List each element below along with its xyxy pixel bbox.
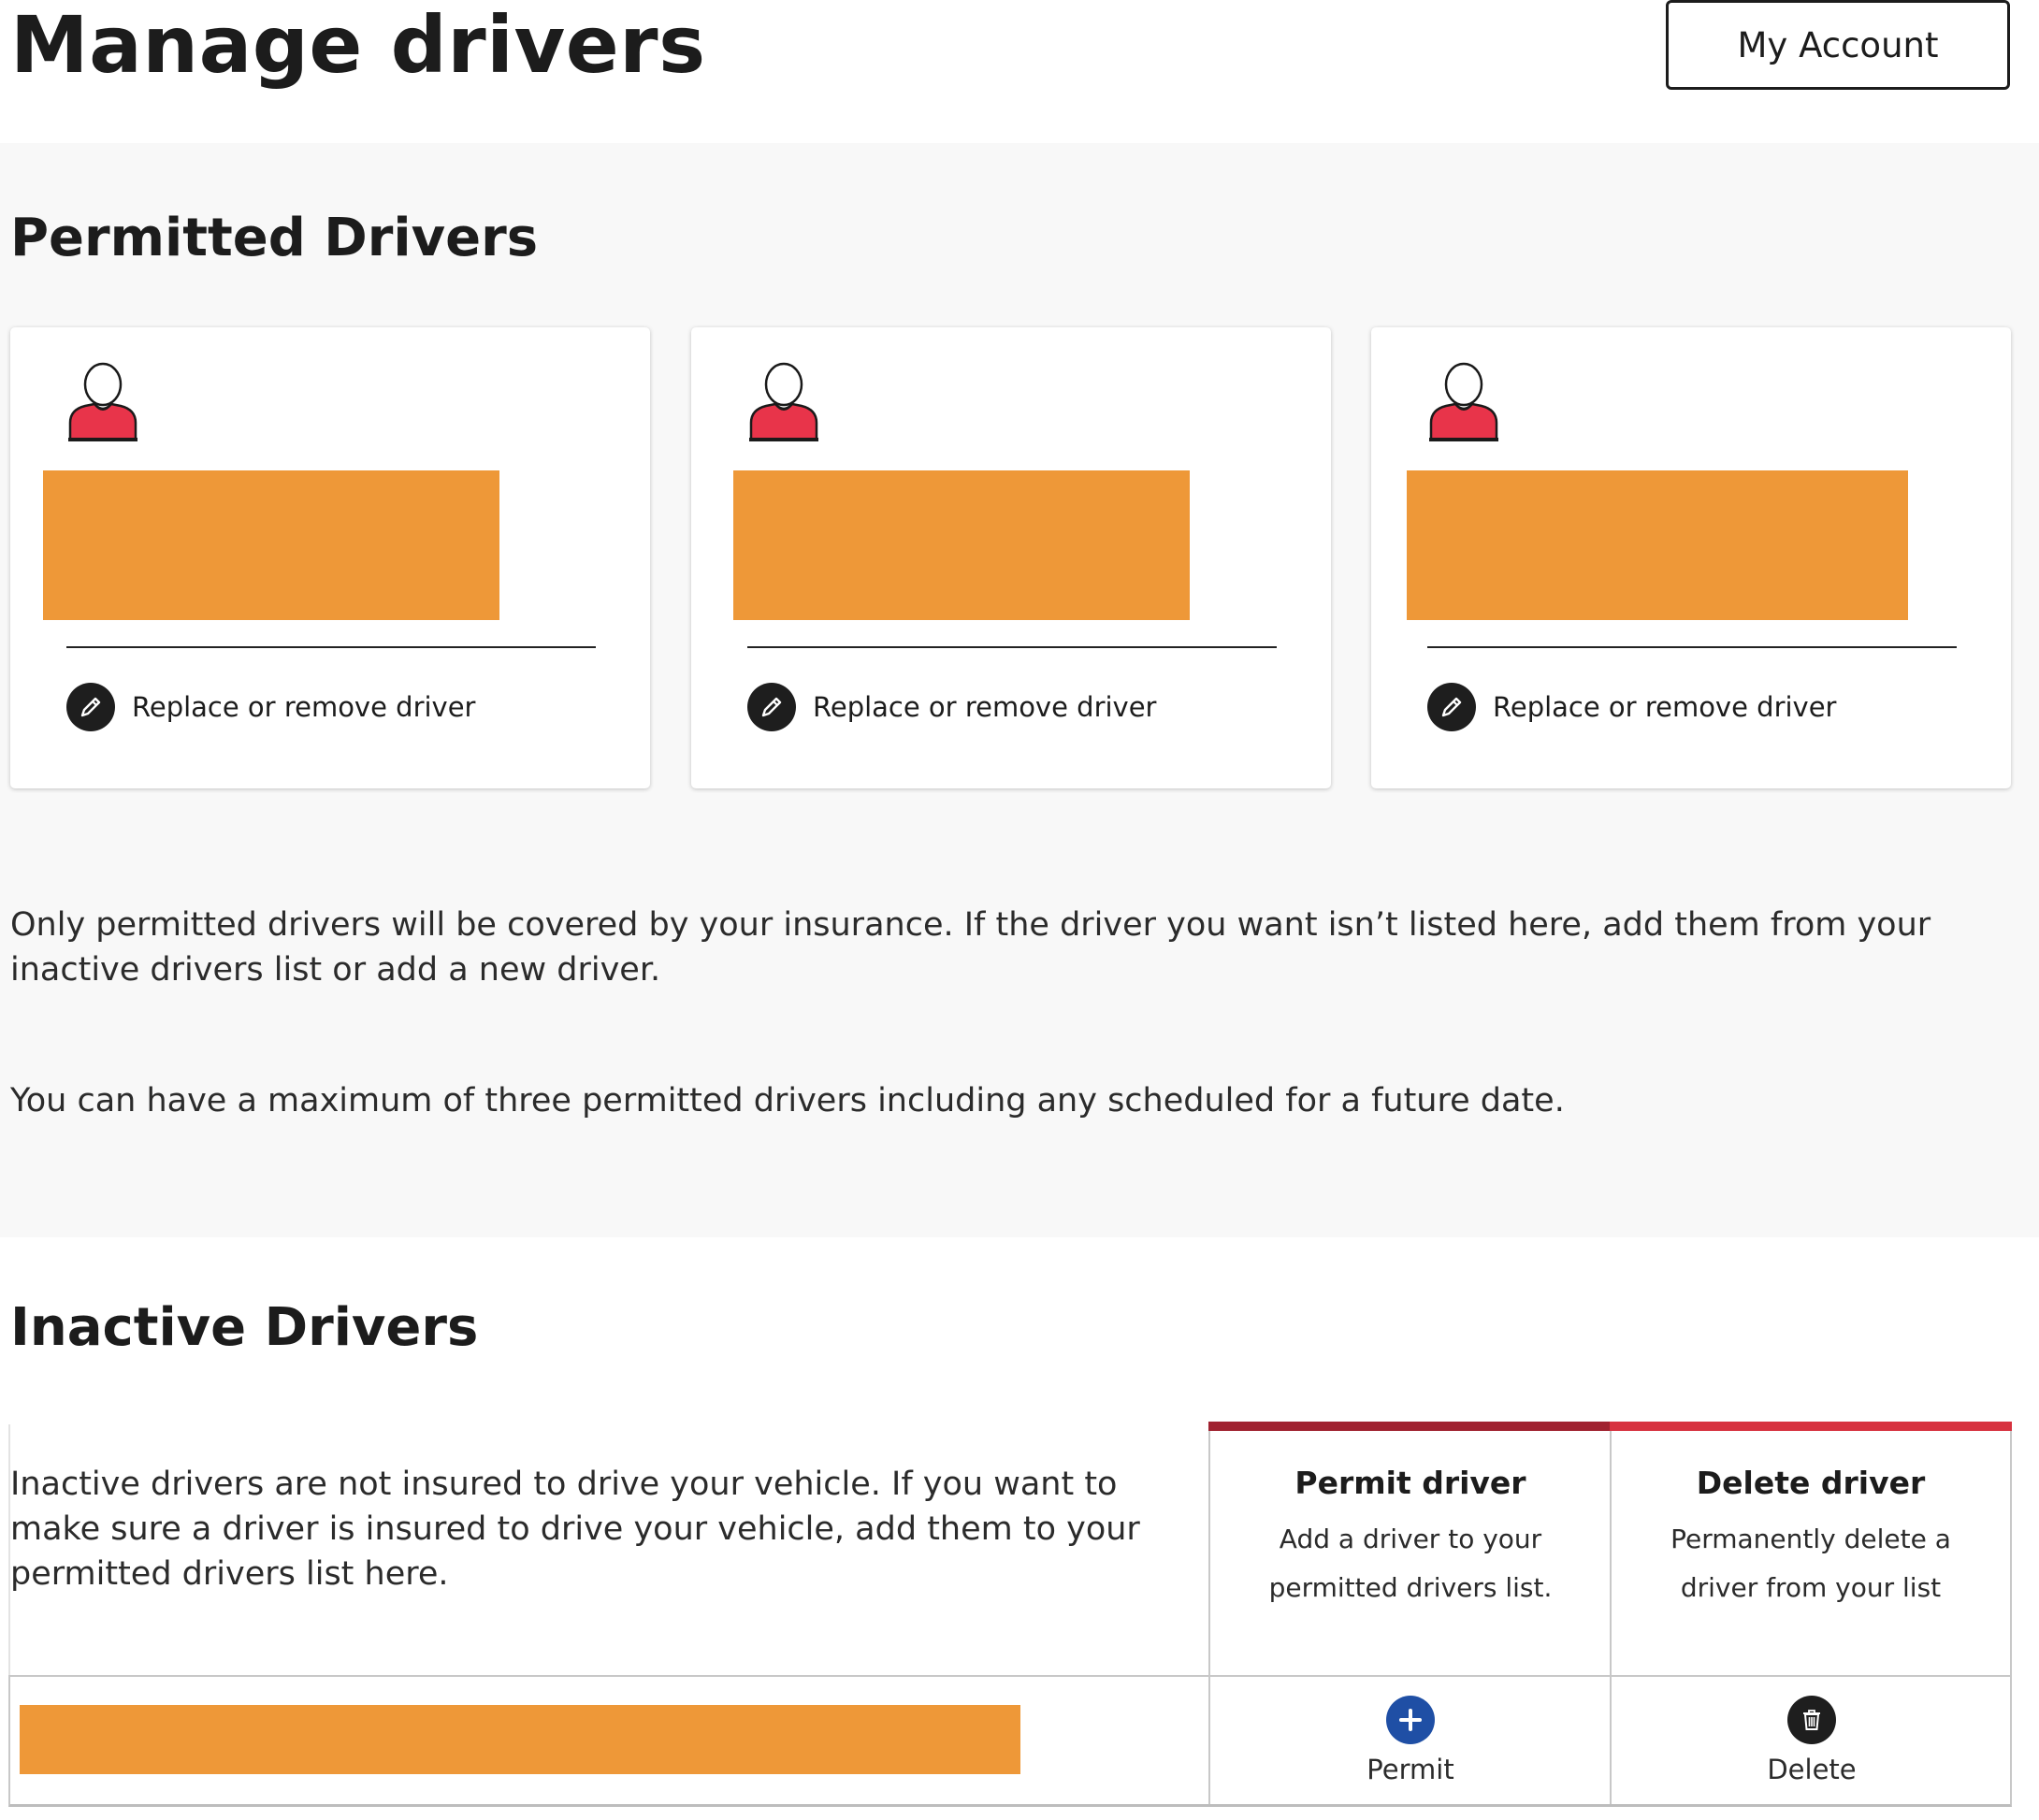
replace-or-remove-driver-link[interactable]: Replace or remove driver <box>66 683 475 731</box>
replace-or-remove-driver-label: Replace or remove driver <box>132 691 476 723</box>
redacted-driver-name <box>43 470 499 620</box>
my-account-button[interactable]: My Account <box>1666 0 2010 90</box>
card-divider <box>66 646 596 648</box>
max-drivers-info-text: You can have a maximum of three permitte… <box>10 1082 1565 1119</box>
delete-accent-bar <box>1610 1422 2012 1431</box>
permit-driver-description: Add a driver to your permitted drivers l… <box>1268 1524 1553 1603</box>
plus-circle-icon <box>1386 1696 1435 1744</box>
permit-accent-bar <box>1208 1422 1612 1431</box>
permitted-drivers-section: Permitted Drivers Replace or remove driv… <box>0 143 2039 1237</box>
delete-driver-column-header: Delete driver Permanently delete a drive… <box>1610 1422 2012 1677</box>
permitted-info-text: Only permitted drivers will be covered b… <box>10 906 1931 989</box>
permit-button[interactable]: Permit <box>1208 1677 1611 1804</box>
page-title: Manage drivers <box>10 0 706 91</box>
driver-card: Replace or remove driver <box>10 327 650 788</box>
pencil-icon <box>66 683 115 731</box>
permit-label: Permit <box>1367 1754 1454 1785</box>
permit-driver-title: Permit driver <box>1294 1465 1526 1501</box>
inactive-driver-row: Permit Delete <box>8 1675 2012 1807</box>
redacted-driver-name <box>20 1705 1020 1774</box>
driver-card: Replace or remove driver <box>691 327 1331 788</box>
person-avatar-icon <box>749 362 818 441</box>
delete-button[interactable]: Delete <box>1610 1677 2012 1804</box>
delete-label: Delete <box>1767 1754 1857 1785</box>
person-avatar-icon <box>68 362 137 441</box>
pencil-icon <box>747 683 796 731</box>
delete-driver-description: Permanently delete a driver from your li… <box>1670 1524 1951 1603</box>
inactive-drivers-heading: Inactive Drivers <box>10 1297 479 1358</box>
driver-card: Replace or remove driver <box>1371 327 2011 788</box>
redacted-driver-name <box>1407 470 1908 620</box>
pencil-icon <box>1427 683 1476 731</box>
permit-driver-column-header: Permit driver Add a driver to your permi… <box>1208 1422 1612 1677</box>
inactive-drivers-description: Inactive drivers are not insured to driv… <box>10 1466 1140 1593</box>
replace-or-remove-driver-link[interactable]: Replace or remove driver <box>1427 683 1836 731</box>
redacted-driver-name <box>733 470 1190 620</box>
replace-or-remove-driver-label: Replace or remove driver <box>813 691 1157 723</box>
replace-or-remove-driver-label: Replace or remove driver <box>1493 691 1837 723</box>
person-avatar-icon <box>1429 362 1498 441</box>
trash-icon <box>1787 1696 1836 1744</box>
card-divider <box>747 646 1277 648</box>
delete-driver-title: Delete driver <box>1696 1465 1926 1501</box>
replace-or-remove-driver-link[interactable]: Replace or remove driver <box>747 683 1156 731</box>
table-left-border <box>8 1424 10 1677</box>
card-divider <box>1427 646 1957 648</box>
permitted-drivers-heading: Permitted Drivers <box>10 208 539 268</box>
